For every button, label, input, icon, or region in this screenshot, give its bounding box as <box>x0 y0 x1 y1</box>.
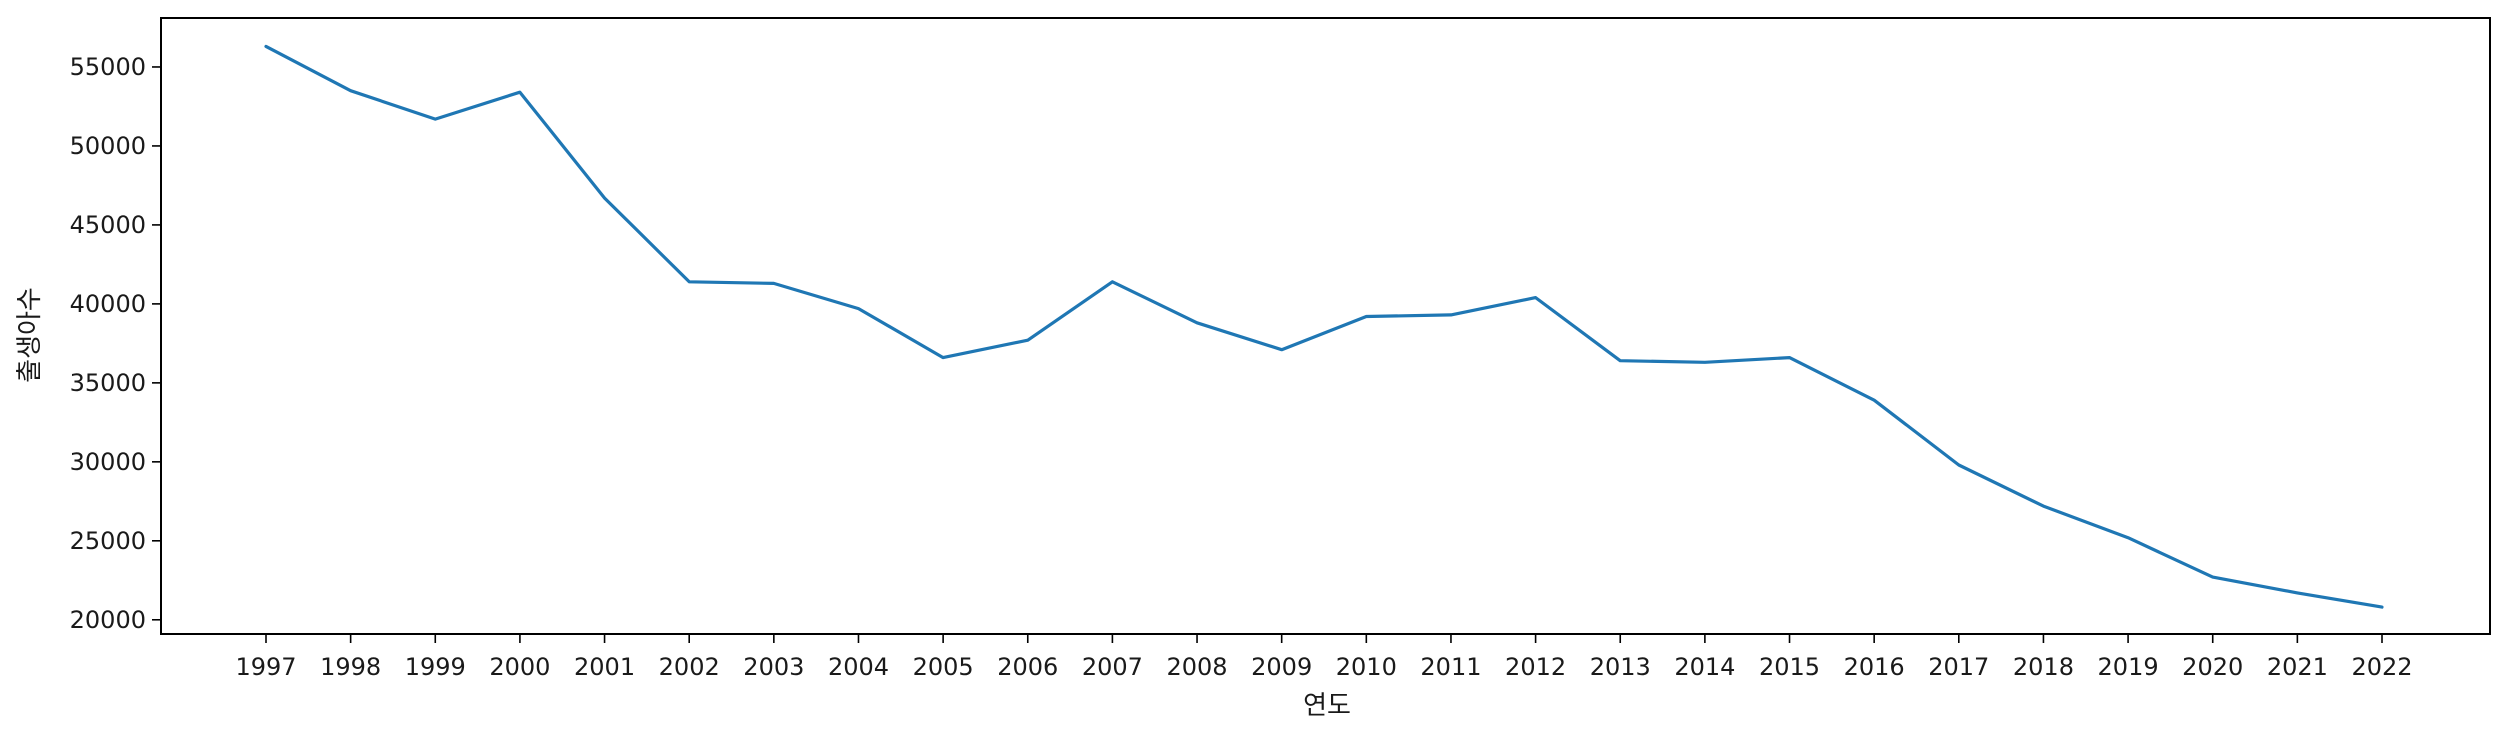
x-tick-label: 2008 <box>1167 653 1228 681</box>
y-tick-label: 40000 <box>70 290 146 318</box>
x-tick-label: 2003 <box>743 653 804 681</box>
y-tick-label: 45000 <box>70 211 146 239</box>
x-tick-label: 2002 <box>659 653 720 681</box>
x-tick-label: 2005 <box>913 653 974 681</box>
y-tick-label: 20000 <box>70 606 146 634</box>
x-tick-label: 2018 <box>2013 653 2074 681</box>
x-tick-label: 2015 <box>1759 653 1820 681</box>
x-tick-label: 2013 <box>1590 653 1651 681</box>
plot-area <box>160 17 2491 635</box>
x-tick-label: 2000 <box>489 653 550 681</box>
x-tick-label: 2016 <box>1844 653 1905 681</box>
x-tick-label: 2001 <box>574 653 635 681</box>
x-tick-label: 2011 <box>1420 653 1481 681</box>
x-tick-label: 2010 <box>1336 653 1397 681</box>
y-tick-label: 50000 <box>70 132 146 160</box>
y-axis: 20000 25000 30000 35000 40000 45000 50000 55000 <box>70 53 161 634</box>
x-tick-label: 2009 <box>1251 653 1312 681</box>
x-tick-label: 2022 <box>2351 653 2412 681</box>
x-tick-label: 2006 <box>997 653 1058 681</box>
y-axis-label: 출생아수 <box>15 287 45 383</box>
series-line <box>264 44 2384 609</box>
y-tick-label: 30000 <box>70 448 146 476</box>
x-axis-label: 연도 <box>1303 691 1351 721</box>
series-layer <box>264 44 2384 609</box>
x-tick-label: 2017 <box>1928 653 1989 681</box>
x-axis: 1997 1998 1999 2000 2001 2002 2003 2004 2005 2006… <box>235 634 2413 681</box>
x-tick-label: 1997 <box>235 653 296 681</box>
x-tick-label: 1999 <box>405 653 466 681</box>
x-tick-label: 2007 <box>1082 653 1143 681</box>
y-tick-label: 55000 <box>70 53 146 81</box>
x-tick-label: 2020 <box>2182 653 2243 681</box>
x-tick-label: 2004 <box>828 653 889 681</box>
x-tick-label: 2012 <box>1505 653 1566 681</box>
x-tick-label: 2019 <box>2098 653 2159 681</box>
y-tick-label: 25000 <box>70 527 146 555</box>
x-tick-label: 2021 <box>2267 653 2328 681</box>
plot-frame <box>160 17 2491 635</box>
x-tick-label: 1998 <box>320 653 381 681</box>
x-tick-label: 2014 <box>1674 653 1735 681</box>
y-tick-label: 35000 <box>70 369 146 397</box>
